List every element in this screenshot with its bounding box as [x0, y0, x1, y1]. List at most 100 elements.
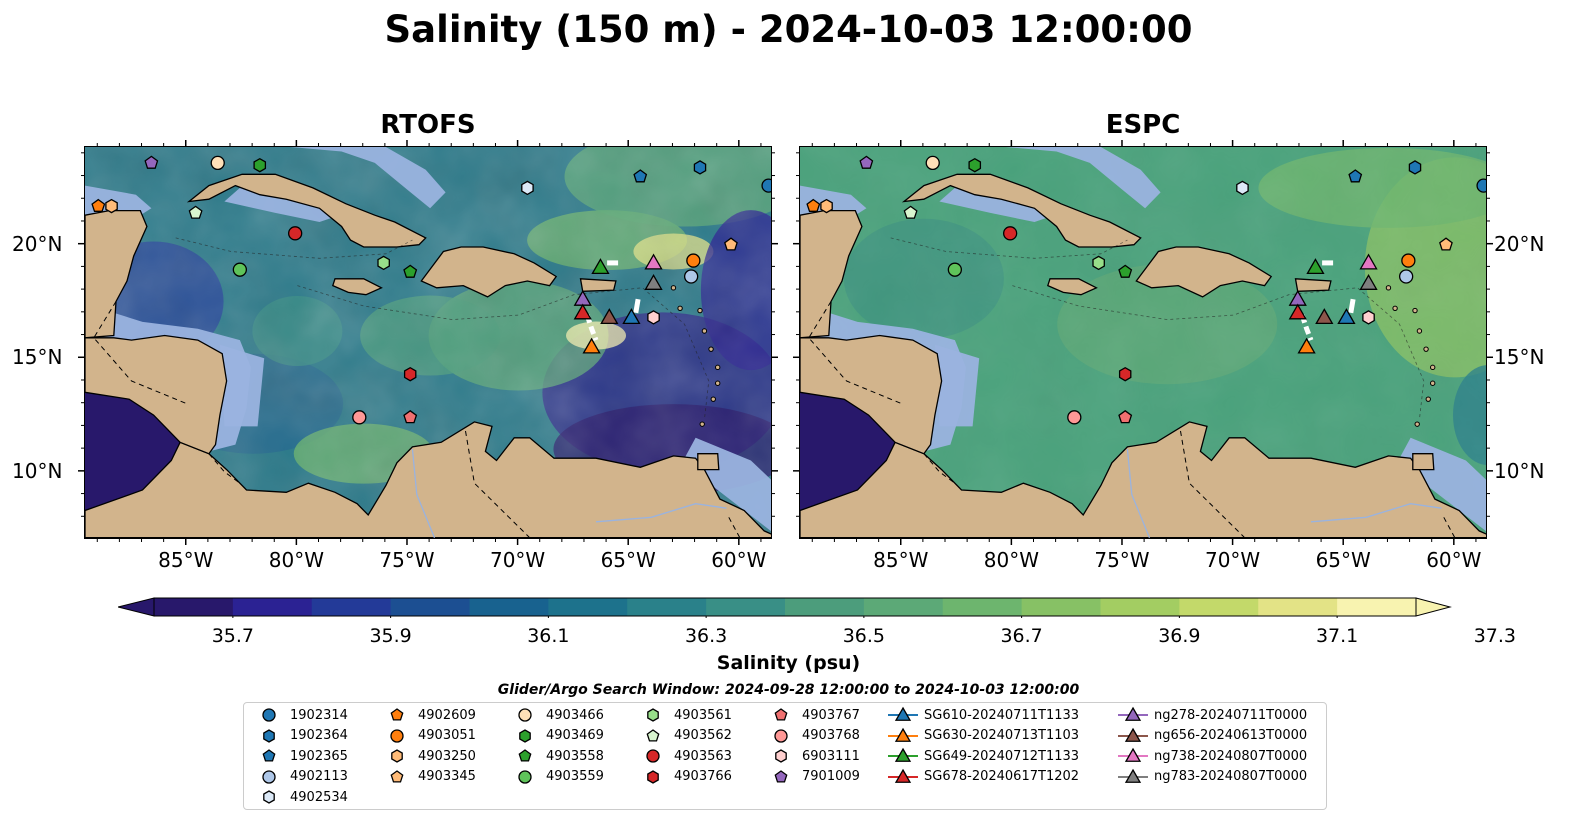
legend-item-argo: 4903469 — [510, 726, 604, 746]
argo-float-7901009[interactable] — [144, 155, 159, 169]
legend-item-argo: 4903563 — [638, 746, 732, 766]
legend-label: 4903563 — [674, 748, 732, 764]
lat-tick-label-left: 15°N — [12, 345, 63, 370]
glider-marker-red[interactable] — [1288, 303, 1307, 320]
legend-label: SG678-20240617T1202 — [924, 769, 1080, 784]
legend-item-argo: 4903561 — [638, 705, 732, 725]
argo-float-4903469[interactable] — [968, 157, 982, 173]
argo-float-4903469[interactable] — [253, 157, 267, 173]
argo-float-4902609[interactable] — [806, 198, 821, 212]
argo-float-4903558[interactable] — [1118, 264, 1133, 278]
argo-float-7901009[interactable] — [859, 155, 874, 169]
argo-float-4903562[interactable] — [903, 205, 918, 219]
argo-float-1902364[interactable] — [1408, 160, 1422, 175]
legend-item-argo: 4903562 — [638, 726, 732, 746]
argo-float-4902609[interactable] — [91, 198, 106, 212]
argo-float-4903562[interactable] — [188, 205, 203, 219]
legend-item-glider: SG678-20240617T1202 — [888, 767, 1079, 787]
legend: 1902314 1902364 1902365 4902113 4902534 49026… — [243, 702, 1327, 810]
legend-item-argo: 4903766 — [638, 767, 732, 787]
argo-float-1902364[interactable] — [693, 160, 707, 175]
colorbar-tick-label: 37.3 — [1473, 625, 1517, 647]
argo-float-1902365[interactable] — [633, 169, 648, 183]
argo-float-4903051[interactable] — [686, 253, 701, 268]
glider-marker-green[interactable] — [591, 258, 610, 275]
legend-item-argo: 4903250 — [382, 746, 476, 766]
lat-tick-label-left: 10°N — [12, 458, 63, 483]
legend-label: SG630-20240713T1103 — [924, 728, 1080, 743]
glider-marker-orange[interactable] — [582, 337, 601, 354]
legend-item-argo: 4902113 — [254, 767, 348, 787]
argo-float-4903466[interactable] — [925, 155, 940, 171]
glider-marker-pink[interactable] — [1359, 253, 1378, 270]
legend-label: 4903766 — [674, 769, 732, 784]
argo-float-4903345[interactable] — [724, 237, 738, 251]
argo-float-4902113[interactable] — [1398, 269, 1414, 284]
colorbar-segment — [706, 598, 786, 616]
colorbar-segment — [1337, 598, 1417, 616]
legend-label: 4903250 — [418, 748, 476, 764]
lon-tick-label: 80°W — [268, 548, 324, 572]
map-panel-espc[interactable] — [799, 146, 1487, 539]
search-window-text: Glider/Argo Search Window: 2024-09-28 12… — [497, 682, 1080, 698]
argo-float-4903466[interactable] — [210, 155, 225, 171]
legend-item-argo: 4903768 — [766, 726, 860, 746]
argo-float-4903559[interactable] — [232, 262, 248, 277]
glider-marker-gray[interactable] — [644, 273, 663, 290]
legend-label: 4903051 — [418, 728, 476, 743]
argo-float-6903111[interactable] — [647, 310, 660, 325]
colorbar-tick-label: 36.9 — [1158, 625, 1201, 647]
argo-float-4902113[interactable] — [683, 269, 699, 284]
map-panel-rtofs[interactable] — [84, 146, 772, 539]
argo-float-4903558[interactable] — [403, 264, 418, 278]
argo-float-1902314[interactable] — [761, 178, 772, 193]
legend-item-glider: ng783-20240807T0000 — [1118, 767, 1307, 787]
argo-float-4903561[interactable] — [377, 255, 390, 271]
glider-marker-pink[interactable] — [644, 253, 663, 270]
colorbar-segment — [232, 598, 313, 616]
legend-item-argo: 1902365 — [254, 746, 348, 766]
argo-float-4903766[interactable] — [403, 366, 417, 382]
argo-float-4903561[interactable] — [1092, 255, 1105, 271]
argo-float-4903563[interactable] — [288, 226, 303, 241]
legend-item-argo: 1902364 — [254, 726, 348, 746]
lon-tick-label: 85°W — [873, 548, 929, 572]
argo-float-4902534[interactable] — [521, 180, 534, 196]
lon-tick-label: 60°W — [1426, 548, 1482, 572]
argo-float-4903250[interactable] — [105, 198, 118, 214]
colorbar-tick-label: 36.7 — [1000, 625, 1043, 647]
colorbar-segment — [942, 598, 1023, 616]
colorbar-segment — [785, 598, 865, 616]
colorbar-segment — [1179, 598, 1259, 616]
lon-tick-label: 85°W — [158, 548, 214, 572]
argo-float-4903767[interactable] — [1118, 409, 1133, 424]
glider-marker-gray[interactable] — [1359, 273, 1378, 290]
glider-marker-brown[interactable] — [600, 308, 619, 325]
argo-float-4903559[interactable] — [947, 262, 963, 277]
argo-float-4903768[interactable] — [352, 410, 367, 425]
legend-item-glider: SG649-20240712T1133 — [888, 746, 1079, 766]
legend-label: 4903345 — [418, 769, 476, 784]
colorbar-segment — [390, 598, 470, 616]
legend-item-argo: 4903559 — [510, 767, 604, 787]
argo-float-4903250[interactable] — [820, 198, 833, 214]
argo-float-4902534[interactable] — [1236, 180, 1249, 196]
glider-marker-blue[interactable] — [622, 308, 641, 325]
argo-float-4903051[interactable] — [1401, 253, 1416, 268]
glider-marker-red[interactable] — [573, 303, 592, 320]
argo-float-1902365[interactable] — [1348, 169, 1363, 183]
glider-marker-orange[interactable] — [1297, 337, 1316, 354]
glider-marker-green[interactable] — [1306, 258, 1325, 275]
argo-float-4903345[interactable] — [1439, 237, 1453, 251]
legend-label: ng738-20240807T0000 — [1154, 748, 1308, 764]
legend-label: 1902314 — [290, 707, 348, 723]
legend-item-argo: 4902534 — [254, 787, 348, 807]
argo-float-4903563[interactable] — [1003, 226, 1018, 241]
argo-float-4903767[interactable] — [403, 409, 418, 424]
argo-float-1902314[interactable] — [1476, 178, 1487, 193]
argo-float-4903766[interactable] — [1118, 366, 1132, 382]
argo-float-4903768[interactable] — [1067, 410, 1082, 425]
glider-marker-brown[interactable] — [1315, 308, 1334, 325]
glider-marker-blue[interactable] — [1337, 308, 1356, 325]
argo-float-6903111[interactable] — [1362, 310, 1375, 325]
